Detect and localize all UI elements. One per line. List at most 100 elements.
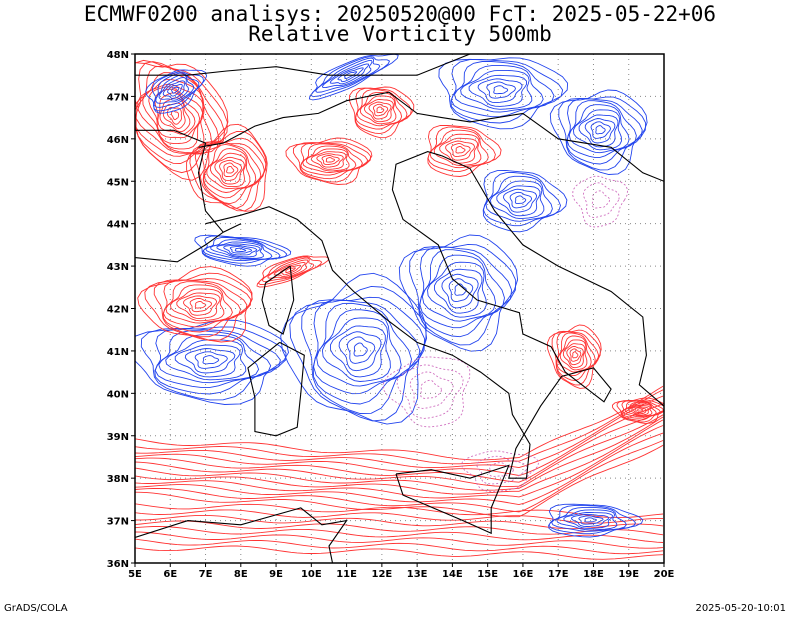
contour-line xyxy=(135,538,664,555)
contour-line xyxy=(450,61,555,118)
contour-line xyxy=(280,272,427,425)
vorticity-contours xyxy=(135,54,664,560)
lat-label: 43N xyxy=(107,262,129,273)
contour-line xyxy=(203,141,262,199)
lon-label: 11E xyxy=(336,569,357,580)
contour-line xyxy=(223,244,258,256)
contour-line xyxy=(546,324,602,389)
contour-line xyxy=(285,137,373,185)
coastline xyxy=(395,464,510,535)
contour-line xyxy=(261,257,315,282)
contour-line xyxy=(210,241,264,259)
contour-line xyxy=(503,188,538,213)
lon-label: 8E xyxy=(234,569,248,580)
contour-line xyxy=(558,96,647,171)
contour-line xyxy=(312,299,421,405)
contour-line xyxy=(170,288,225,322)
contour-line xyxy=(137,78,205,154)
contour-line xyxy=(624,403,653,417)
contour-line xyxy=(569,348,582,362)
lon-label: 19E xyxy=(618,569,639,580)
contour-line xyxy=(611,397,664,424)
contour-line xyxy=(219,159,243,181)
lat-label: 48N xyxy=(107,50,129,61)
contour-line xyxy=(584,517,598,523)
coastlines-borders xyxy=(135,54,664,563)
contour-line xyxy=(355,89,408,130)
lat-label: 44N xyxy=(107,220,129,231)
coastline xyxy=(135,54,471,76)
lon-label: 13E xyxy=(407,569,428,580)
lat-label: 39N xyxy=(107,432,129,443)
contour-line xyxy=(476,455,528,485)
contour-line xyxy=(434,268,483,314)
map-subtitle: Relative Vorticity 500mb xyxy=(248,22,552,46)
contour-line xyxy=(578,114,619,148)
contour-line xyxy=(135,410,664,483)
contour-line xyxy=(590,121,611,139)
contour-line xyxy=(256,255,330,288)
contour-line xyxy=(420,379,442,399)
contour-line xyxy=(223,162,239,177)
contour-line xyxy=(152,71,204,112)
contour-line xyxy=(201,140,265,205)
contour-line xyxy=(166,106,182,125)
contour-line xyxy=(353,342,368,357)
coastline xyxy=(247,341,305,437)
contour-line xyxy=(186,123,268,212)
lon-label: 9E xyxy=(269,569,283,580)
contour-line xyxy=(566,345,584,366)
contour-line xyxy=(409,243,517,346)
contour-line xyxy=(135,319,289,405)
contour-line xyxy=(153,278,252,338)
contour-line xyxy=(313,302,412,395)
coastline xyxy=(135,507,348,563)
contour-line xyxy=(135,425,664,499)
lon-label: 7E xyxy=(199,569,213,580)
contour-line xyxy=(158,76,189,101)
contour-line xyxy=(616,399,664,423)
contour-line xyxy=(338,331,382,372)
contour-line xyxy=(433,133,482,166)
contour-line xyxy=(621,400,664,421)
contour-line xyxy=(595,125,606,135)
contour-line xyxy=(483,172,561,227)
contour-line xyxy=(174,344,241,378)
contour-line xyxy=(514,195,527,205)
contour-line xyxy=(460,69,533,110)
lon-label: 15E xyxy=(477,569,498,580)
lat-label: 41N xyxy=(107,347,129,358)
contour-line xyxy=(584,118,616,144)
contour-line xyxy=(135,526,664,543)
coastline xyxy=(261,265,295,335)
lat-label: 38N xyxy=(107,474,129,485)
contour-line xyxy=(631,406,649,415)
contour-line xyxy=(621,400,661,419)
contour-line xyxy=(154,330,272,388)
contour-line xyxy=(148,86,204,145)
contour-line xyxy=(135,419,664,495)
lon-label: 12E xyxy=(371,569,392,580)
contour-line xyxy=(163,281,241,328)
contour-line xyxy=(135,509,663,524)
contour-line xyxy=(135,403,664,476)
contour-line xyxy=(135,62,229,181)
contour-line xyxy=(578,515,604,525)
contour-line xyxy=(145,69,208,114)
contour-line xyxy=(140,326,287,401)
coastline xyxy=(198,91,664,182)
contour-line xyxy=(427,126,496,172)
contour-line xyxy=(267,259,309,279)
contour-line xyxy=(183,295,218,316)
contour-line xyxy=(194,234,292,267)
contour-line xyxy=(204,143,257,193)
contour-line xyxy=(135,531,664,549)
contour-line xyxy=(562,343,586,369)
contour-line xyxy=(572,109,622,151)
contour-line xyxy=(559,339,588,371)
lat-label: 45N xyxy=(107,177,129,188)
map-title: ECMWF0200 analisys: 20250520@00 FcT: 202… xyxy=(83,2,717,26)
timestamp-label: 2025-05-20-10:01 xyxy=(695,603,786,614)
contour-line xyxy=(135,514,664,530)
contour-line xyxy=(427,261,487,318)
